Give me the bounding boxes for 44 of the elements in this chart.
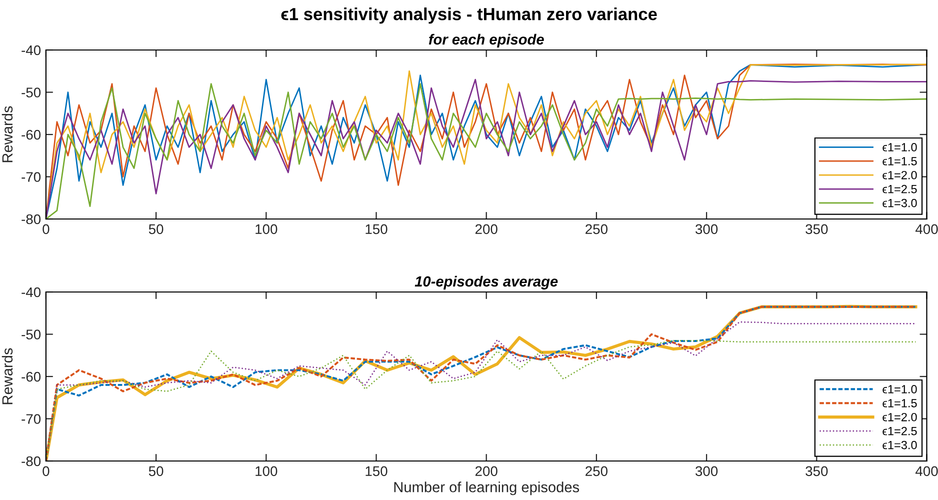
y-tick-label: -40 bbox=[22, 45, 41, 56]
x-tick-label: 100 bbox=[256, 224, 278, 234]
x-tick-label: 400 bbox=[915, 466, 938, 476]
y-tick-label: -80 bbox=[22, 214, 41, 224]
x-tick-label: 350 bbox=[806, 466, 828, 476]
y-tick-label: -40 bbox=[22, 287, 41, 298]
y-tick-label: -50 bbox=[22, 330, 41, 340]
y-tick-label: -70 bbox=[22, 172, 41, 182]
chart-title: 10-episodes average bbox=[414, 276, 558, 290]
x-tick-label: 250 bbox=[586, 466, 608, 476]
chart-subtitle: for each episode bbox=[428, 34, 544, 48]
chart-title: ϵ1 sensitivity analysis - tHuman zero variance bbox=[281, 8, 657, 24]
x-tick-label: 150 bbox=[366, 224, 388, 234]
x-tick-label: 0 bbox=[42, 466, 50, 476]
y-axis-title: Rewards bbox=[2, 348, 13, 404]
x-tick-label: 50 bbox=[148, 224, 164, 234]
legend-label: ϵ1=2.5 bbox=[882, 184, 917, 194]
y-tick-label: -60 bbox=[22, 372, 41, 382]
y-tick-label: -60 bbox=[22, 130, 41, 140]
legend-label: ϵ1=2.0 bbox=[882, 412, 917, 422]
x-tick-label: 400 bbox=[915, 224, 938, 234]
x-tick-label: 100 bbox=[256, 466, 278, 476]
legend-label: ϵ1=3.0 bbox=[882, 198, 917, 208]
legend-label: ϵ1=1.0 bbox=[882, 143, 917, 152]
y-tick-label: -70 bbox=[22, 414, 41, 424]
y-tick-label: -80 bbox=[22, 456, 41, 466]
legend-label: ϵ1=1.5 bbox=[882, 399, 917, 408]
x-tick-label: 300 bbox=[695, 466, 718, 476]
legend-label: ϵ1=2.0 bbox=[882, 170, 917, 180]
legend-label: ϵ1=2.5 bbox=[882, 426, 917, 436]
y-axis-title: Rewards bbox=[2, 106, 13, 162]
y-tick-label: -50 bbox=[22, 88, 41, 98]
x-tick-label: 200 bbox=[475, 466, 498, 476]
legend-label: ϵ1=1.5 bbox=[882, 157, 917, 166]
x-tick-label: 50 bbox=[148, 466, 164, 476]
x-tick-label: 250 bbox=[586, 224, 608, 234]
x-tick-label: 300 bbox=[695, 224, 718, 234]
x-tick-label: 150 bbox=[366, 466, 388, 476]
x-tick-label: 200 bbox=[475, 224, 498, 234]
x-tick-label: 350 bbox=[806, 224, 828, 234]
x-axis-title: Number of learning episodes bbox=[394, 482, 580, 496]
legend-label: ϵ1=3.0 bbox=[882, 440, 917, 450]
legend-label: ϵ1=1.0 bbox=[882, 385, 917, 394]
x-tick-label: 0 bbox=[42, 224, 50, 234]
